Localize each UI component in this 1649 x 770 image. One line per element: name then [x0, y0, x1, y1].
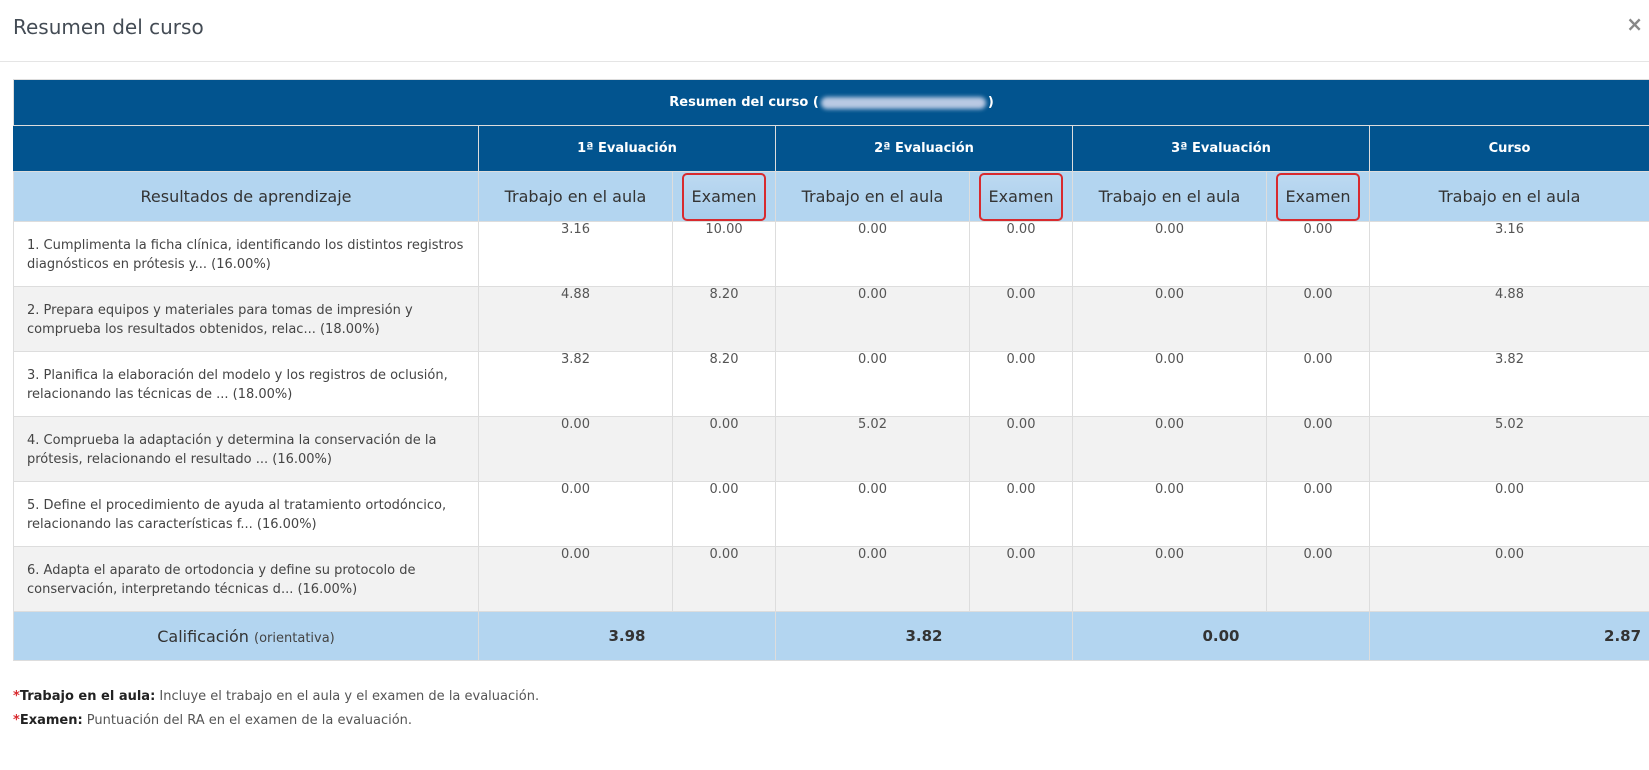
- ra-cell: 1. Cumplimenta la ficha clínica, identif…: [13, 221, 479, 287]
- asterisk: *: [13, 689, 20, 704]
- value-cell: 0.00: [1368, 481, 1649, 547]
- course-summary-table: Resumen del curso () 1ª Evaluación 2ª Ev…: [12, 79, 1649, 661]
- grade-course: 2.87: [1368, 611, 1649, 661]
- evaluation-header-3: 3ª Evaluación: [1072, 125, 1370, 172]
- evaluation-header-row: 1ª Evaluación 2ª Evaluación 3ª Evaluació…: [13, 125, 1649, 172]
- value-cell: 0.00: [969, 221, 1073, 287]
- value-cell: 0.00: [1072, 481, 1267, 547]
- value-cell: 0.00: [969, 351, 1073, 417]
- ra-cell: 5. Define el procedimiento de ayuda al t…: [13, 481, 479, 547]
- value-cell: 3.16: [478, 221, 673, 287]
- value-cell: 3.16: [1368, 221, 1649, 287]
- value-cell: 3.82: [478, 351, 673, 417]
- table-title-prefix: Resumen del curso (: [669, 95, 819, 110]
- value-cell: 8.20: [672, 286, 776, 352]
- value-cell: 4.88: [478, 286, 673, 352]
- value-cell: 10.00: [672, 221, 776, 287]
- value-cell: 8.20: [672, 351, 776, 417]
- grade-eval-3: 0.00: [1072, 611, 1370, 661]
- value-cell: 5.02: [1368, 416, 1649, 482]
- col-header-exam-3: Examen: [1266, 171, 1370, 222]
- col-header-work-1: Trabajo en el aula: [478, 171, 673, 222]
- value-cell: 0.00: [672, 481, 776, 547]
- column-header-row: Resultados de aprendizaje Trabajo en el …: [13, 171, 1649, 222]
- modal-header: Resumen del curso ×: [0, 0, 1649, 62]
- redacted-course-name: [820, 96, 986, 109]
- col-header-work-3: Trabajo en el aula: [1072, 171, 1267, 222]
- col-header-ra: Resultados de aprendizaje: [13, 171, 479, 222]
- value-cell: 0.00: [1072, 286, 1267, 352]
- value-cell: 0.00: [969, 546, 1073, 612]
- table-row: 6. Adapta el aparato de ortodoncia y def…: [13, 546, 1649, 612]
- col-header-work-2: Trabajo en el aula: [775, 171, 970, 222]
- value-cell: 0.00: [969, 286, 1073, 352]
- value-cell: 0.00: [1266, 416, 1370, 482]
- value-cell: 0.00: [1072, 416, 1267, 482]
- value-cell: 3.82: [1368, 351, 1649, 417]
- footnote-work: *Trabajo en el aula: Incluye el trabajo …: [13, 685, 539, 709]
- footnote-exam: *Examen: Puntuación del RA en el examen …: [13, 709, 539, 733]
- close-icon[interactable]: ×: [1626, 12, 1643, 36]
- grade-eval-1: 3.98: [478, 611, 776, 661]
- value-cell: 0.00: [775, 481, 970, 547]
- value-cell: 0.00: [1266, 351, 1370, 417]
- value-cell: 0.00: [478, 416, 673, 482]
- value-cell: 4.88: [1368, 286, 1649, 352]
- value-cell: 5.02: [775, 416, 970, 482]
- col-header-exam-2: Examen: [969, 171, 1073, 222]
- asterisk: *: [13, 713, 20, 728]
- grade-eval-2: 3.82: [775, 611, 1073, 661]
- value-cell: 0.00: [775, 351, 970, 417]
- footnote-work-label: Trabajo en el aula:: [19, 689, 156, 704]
- evaluation-header-course: Curso: [1368, 125, 1649, 172]
- evaluation-header-empty: [13, 125, 479, 172]
- footnote-work-text: Incluye el trabajo en el aula y el exame…: [155, 689, 540, 704]
- table-row: 4. Comprueba la adaptación y determina l…: [13, 416, 1649, 482]
- evaluation-header-2: 2ª Evaluación: [775, 125, 1073, 172]
- footnote-exam-text: Puntuación del RA en el examen de la eva…: [82, 713, 413, 728]
- table-title: Resumen del curso (): [12, 79, 1649, 126]
- value-cell: 0.00: [672, 546, 776, 612]
- footnote-exam-label: Examen:: [19, 713, 83, 728]
- value-cell: 0.00: [775, 286, 970, 352]
- ra-cell: 2. Prepara equipos y materiales para tom…: [13, 286, 479, 352]
- table-row: 1. Cumplimenta la ficha clínica, identif…: [13, 221, 1649, 287]
- table-row: 5. Define el procedimiento de ayuda al t…: [13, 481, 1649, 547]
- value-cell: 0.00: [672, 416, 776, 482]
- grade-label: Calificación (orientativa): [13, 611, 479, 661]
- value-cell: 0.00: [1072, 221, 1267, 287]
- table-title-suffix: ): [987, 95, 994, 110]
- value-cell: 0.00: [478, 481, 673, 547]
- col-header-work-course: Trabajo en el aula: [1368, 171, 1649, 222]
- value-cell: 0.00: [478, 546, 673, 612]
- value-cell: 0.00: [969, 416, 1073, 482]
- evaluation-header-1: 1ª Evaluación: [478, 125, 776, 172]
- value-cell: 0.00: [1368, 546, 1649, 612]
- col-header-exam-1: Examen: [672, 171, 776, 222]
- value-cell: 0.00: [1072, 546, 1267, 612]
- table-row: 3. Planifica la elaboración del modelo y…: [13, 351, 1649, 417]
- value-cell: 0.00: [1266, 481, 1370, 547]
- value-cell: 0.00: [775, 546, 970, 612]
- modal-title: Resumen del curso: [13, 15, 204, 39]
- ra-cell: 3. Planifica la elaboración del modelo y…: [13, 351, 479, 417]
- grade-label-note: (orientativa): [254, 630, 335, 646]
- value-cell: 0.00: [1072, 351, 1267, 417]
- table-title-row: Resumen del curso (): [12, 79, 1649, 126]
- value-cell: 0.00: [775, 221, 970, 287]
- ra-cell: 6. Adapta el aparato de ortodoncia y def…: [13, 546, 479, 612]
- exam-highlight-2: Examen: [978, 172, 1064, 221]
- grade-label-text: Calificación: [157, 626, 249, 646]
- value-cell: 0.00: [1266, 286, 1370, 352]
- ra-cell: 4. Comprueba la adaptación y determina l…: [13, 416, 479, 482]
- exam-highlight-3: Examen: [1275, 172, 1361, 221]
- value-cell: 0.00: [1266, 221, 1370, 287]
- exam-highlight-1: Examen: [681, 172, 767, 221]
- table-row: 2. Prepara equipos y materiales para tom…: [13, 286, 1649, 352]
- grade-row: Calificación (orientativa) 3.98 3.82 0.0…: [13, 611, 1649, 661]
- value-cell: 0.00: [1266, 546, 1370, 612]
- value-cell: 0.00: [969, 481, 1073, 547]
- footnotes: *Trabajo en el aula: Incluye el trabajo …: [13, 685, 539, 733]
